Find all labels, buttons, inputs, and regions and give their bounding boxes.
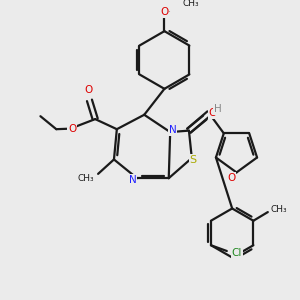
Text: CH₃: CH₃ (182, 0, 199, 8)
Text: CH₃: CH₃ (271, 205, 287, 214)
Text: O: O (84, 85, 92, 95)
Text: H: H (214, 104, 222, 114)
Text: O: O (209, 108, 217, 118)
Text: O: O (227, 172, 236, 183)
Text: O: O (68, 124, 76, 134)
Text: O: O (160, 8, 169, 17)
Text: N: N (129, 175, 136, 184)
Text: CH₃: CH₃ (78, 174, 94, 183)
Text: S: S (190, 155, 197, 165)
Text: N: N (169, 125, 176, 135)
Text: Cl: Cl (232, 248, 242, 258)
